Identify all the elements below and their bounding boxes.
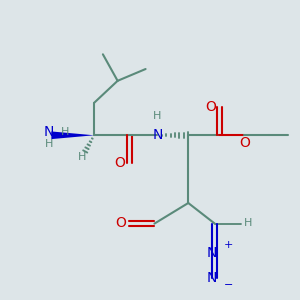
Text: N: N — [207, 246, 217, 260]
Text: H: H — [78, 152, 86, 162]
Text: N: N — [152, 128, 163, 142]
Text: H: H — [61, 127, 69, 137]
Text: O: O — [115, 156, 125, 170]
Text: N: N — [44, 125, 54, 139]
Text: H: H — [153, 111, 161, 121]
Text: N: N — [207, 271, 217, 285]
Text: O: O — [205, 100, 216, 114]
Text: −: − — [224, 280, 233, 290]
Polygon shape — [51, 131, 94, 139]
Text: H: H — [244, 218, 252, 228]
Text: H: H — [45, 139, 53, 149]
Text: O: O — [115, 216, 126, 230]
Text: +: + — [224, 240, 233, 250]
Text: O: O — [239, 136, 250, 150]
